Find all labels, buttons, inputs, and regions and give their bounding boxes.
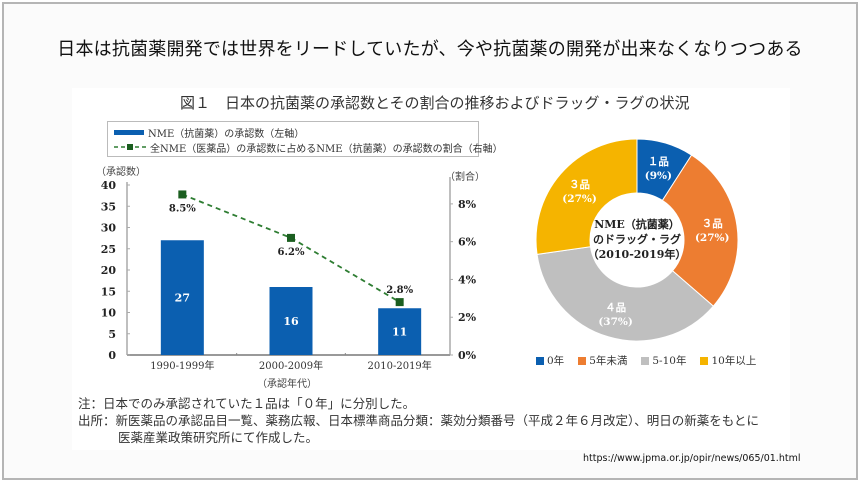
- donut-slice-percent: (37%): [598, 316, 633, 328]
- ratio-marker: [178, 190, 187, 199]
- figure-title: 図１ 日本の抗菌薬の承認数とその割合の推移およびドラッグ・ラグの状況: [180, 94, 690, 112]
- figure-source-cont: 医薬産業政策研究所にて作成した。: [118, 430, 319, 445]
- y-right-tick-label: 0%: [458, 349, 477, 362]
- legend-item-line: 全NME（医薬品）の承認数に占めるNME（抗菌薬）の承認数の割合（右軸）: [114, 140, 503, 155]
- bar-chart-legend: NME（抗菌薬）の承認数（左軸） 全NME（医薬品）の承認数に占めるNME（抗菌…: [107, 121, 503, 157]
- bar-value-label: 11: [392, 326, 407, 339]
- legend-item-bars: NME（抗菌薬）の承認数（左軸）: [114, 125, 305, 140]
- donut-slice-count: ４品: [605, 302, 626, 314]
- y-left-axis-label: （承認数）: [96, 165, 146, 178]
- x-tick-label: 2000-2009年: [259, 359, 323, 372]
- donut-center-label-1: NME（抗菌薬）: [594, 217, 680, 231]
- legend-label: 5年未満: [589, 355, 628, 367]
- donut-legend-item: 5年未満: [578, 353, 627, 368]
- legend-swatch-under5: [578, 356, 587, 365]
- y-left-tick-label: 40: [101, 179, 117, 192]
- y-right-tick-label: 6%: [458, 236, 477, 249]
- donut-legend: 0年 5年未満 5-10年 10年以上: [536, 353, 756, 368]
- donut-slice: [661, 154, 739, 307]
- slide-title: 日本は抗菌薬開発では世界をリードしていたが、今や抗菌薬の開発が出来なくなりつつあ…: [57, 39, 803, 60]
- donut-center-label-2: のドラッグ・ラグ: [593, 232, 681, 246]
- y-left-tick-label: 0: [108, 349, 116, 362]
- source-url[interactable]: https://www.jpma.or.jp/opir/news/065/01.…: [583, 453, 801, 464]
- y-left-tick-label: 5: [108, 328, 116, 341]
- donut-legend-item: 0年: [536, 353, 564, 368]
- donut-slice-percent: (9%): [645, 170, 672, 182]
- legend-label: 5-10年: [652, 355, 687, 367]
- legend-swatch-0yr: [536, 356, 544, 365]
- donut-slice-percent: (27%): [562, 193, 597, 205]
- donut-slice: [535, 138, 638, 255]
- bar-value-label: 16: [283, 315, 299, 328]
- y-right-tick-label: 2%: [458, 311, 477, 324]
- ratio-value-label: 8.5%: [169, 203, 196, 214]
- ratio-marker: [287, 233, 295, 242]
- ratio-marker: [395, 298, 404, 307]
- bar: [160, 240, 204, 355]
- x-tick-label: 1990-1999年: [150, 359, 214, 372]
- x-axis-label: （承認年代）: [257, 377, 317, 390]
- y-left-tick-label: 20: [101, 264, 117, 277]
- donut-slice-count: ３品: [569, 179, 590, 191]
- bar: [378, 308, 422, 355]
- bar-value-label: 27: [175, 292, 190, 305]
- legend-label: 全NME（医薬品）の承認数に占めるNME（抗菌薬）の承認数の割合（右軸）: [150, 143, 503, 155]
- legend-bar-swatch: [114, 129, 144, 135]
- ratio-value-label: 2.8%: [386, 285, 413, 296]
- donut-legend-item: 10年以上: [700, 353, 756, 368]
- donut-slice: [536, 246, 715, 342]
- ratio-value-label: 6.2%: [278, 247, 305, 258]
- y-right-tick-label: 8%: [458, 198, 477, 211]
- bar: [269, 287, 313, 355]
- y-left-tick-label: 25: [101, 243, 116, 256]
- y-left-tick-label: 30: [101, 222, 117, 235]
- legend-line-swatch: [114, 144, 148, 150]
- figure-source: 出所：新医薬品の承認品目一覧、薬務広報、日本標準商品分類：薬効分類番号（平成２年…: [78, 413, 760, 428]
- legend-label: NME（抗菌薬）の承認数（左軸）: [148, 128, 305, 140]
- donut-slice-percent: (27%): [695, 232, 730, 244]
- legend-swatch-5to10: [641, 356, 650, 365]
- y-left-tick-label: 35: [101, 200, 116, 213]
- donut-center-label-3: （2010-2019年）: [588, 247, 687, 261]
- legend-swatch-over10: [700, 356, 709, 365]
- y-left-tick-label: 10: [101, 307, 117, 320]
- donut-slice-count: ３品: [702, 218, 723, 230]
- figure-note: 注：日本でのみ承認されていた１品は「０年」に分別した。: [78, 396, 416, 411]
- y-right-tick-label: 4%: [458, 273, 477, 286]
- donut-legend-item: 5-10年: [641, 353, 686, 368]
- donut-slice-count: １品: [648, 156, 669, 168]
- x-tick-label: 2010-2019年: [368, 359, 432, 372]
- legend-label: 10年以上: [711, 355, 757, 367]
- legend-label: 0年: [547, 355, 565, 367]
- y-right-axis-label: （割合）: [445, 170, 485, 183]
- y-left-tick-label: 15: [101, 285, 116, 298]
